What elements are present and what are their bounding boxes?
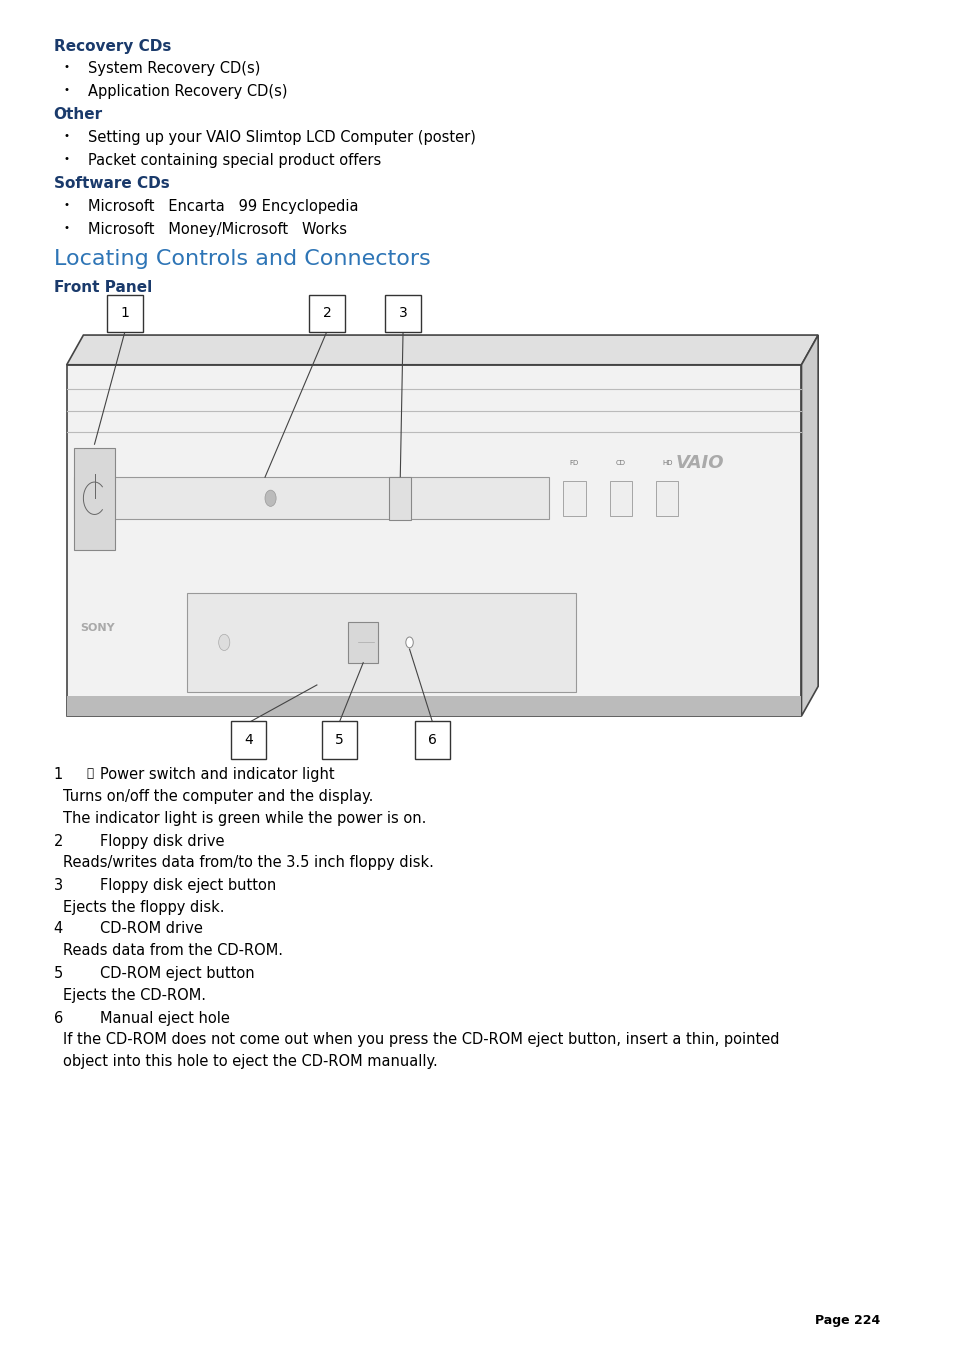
- Text: •: •: [64, 154, 70, 163]
- Polygon shape: [67, 365, 801, 716]
- Text: 3: 3: [398, 307, 407, 320]
- Bar: [656, 481, 678, 516]
- Text: •: •: [64, 85, 70, 95]
- Text: Ejects the floppy disk.: Ejects the floppy disk.: [63, 900, 224, 915]
- Text: Front Panel: Front Panel: [53, 280, 152, 295]
- Text: Microsoft   Encarta   99 Encyclopedia: Microsoft Encarta 99 Encyclopedia: [88, 199, 358, 213]
- Text: Locating Controls and Connectors: Locating Controls and Connectors: [53, 249, 430, 269]
- Text: •: •: [64, 62, 70, 72]
- Text: Recovery CDs: Recovery CDs: [53, 39, 171, 54]
- Text: 4: 4: [244, 734, 253, 747]
- Text: If the CD-ROM does not come out when you press the CD-ROM eject button, insert a: If the CD-ROM does not come out when you…: [63, 1032, 779, 1047]
- Bar: [67, 696, 801, 716]
- Text: 1: 1: [120, 307, 130, 320]
- Text: HD: HD: [661, 461, 672, 466]
- Text: Floppy disk drive: Floppy disk drive: [100, 834, 224, 848]
- Bar: [187, 593, 576, 692]
- Text: Power switch and indicator light: Power switch and indicator light: [100, 767, 335, 782]
- Text: 3: 3: [53, 878, 63, 893]
- Circle shape: [405, 638, 413, 648]
- Bar: [609, 481, 631, 516]
- FancyBboxPatch shape: [309, 295, 344, 332]
- Text: Microsoft   Money/Microsoft   Works: Microsoft Money/Microsoft Works: [88, 222, 347, 236]
- Text: object into this hole to eject the CD-ROM manually.: object into this hole to eject the CD-RO…: [63, 1054, 437, 1069]
- Text: Application Recovery CD(s): Application Recovery CD(s): [88, 84, 287, 99]
- Text: SONY: SONY: [80, 623, 115, 634]
- Circle shape: [265, 490, 275, 507]
- Text: Software CDs: Software CDs: [53, 176, 170, 190]
- Text: Other: Other: [53, 107, 103, 122]
- Text: 5: 5: [53, 966, 63, 981]
- Polygon shape: [67, 335, 818, 365]
- Text: ⏻: ⏻: [86, 767, 93, 781]
- Text: 6: 6: [53, 1011, 63, 1025]
- Text: CD: CD: [615, 461, 625, 466]
- Text: CD-ROM eject button: CD-ROM eject button: [100, 966, 254, 981]
- Text: Setting up your VAIO Slimtop LCD Computer (poster): Setting up your VAIO Slimtop LCD Compute…: [88, 130, 476, 145]
- Circle shape: [218, 635, 230, 651]
- Text: 2: 2: [53, 834, 63, 848]
- Text: •: •: [64, 223, 70, 232]
- Text: VAIO: VAIO: [675, 454, 723, 471]
- FancyBboxPatch shape: [385, 295, 420, 332]
- Text: •: •: [64, 200, 70, 209]
- Text: Ejects the CD-ROM.: Ejects the CD-ROM.: [63, 988, 206, 1002]
- Text: Floppy disk eject button: Floppy disk eject button: [100, 878, 276, 893]
- Text: 2: 2: [322, 307, 331, 320]
- Text: 6: 6: [428, 734, 436, 747]
- Text: Packet containing special product offers: Packet containing special product offers: [88, 153, 381, 168]
- Bar: [389, 477, 411, 520]
- Text: 5: 5: [335, 734, 343, 747]
- Text: 1: 1: [53, 767, 63, 782]
- Text: Manual eject hole: Manual eject hole: [100, 1011, 230, 1025]
- Text: The indicator light is green while the power is on.: The indicator light is green while the p…: [63, 811, 426, 825]
- Bar: [74, 477, 548, 519]
- Text: System Recovery CD(s): System Recovery CD(s): [88, 61, 260, 76]
- Text: CD-ROM drive: CD-ROM drive: [100, 921, 203, 936]
- Text: Page 224: Page 224: [815, 1313, 880, 1327]
- Bar: [563, 481, 585, 516]
- Polygon shape: [801, 335, 818, 716]
- FancyBboxPatch shape: [231, 721, 266, 759]
- Text: Reads/writes data from/to the 3.5 inch floppy disk.: Reads/writes data from/to the 3.5 inch f…: [63, 855, 434, 870]
- Text: FD: FD: [569, 461, 578, 466]
- Text: 4: 4: [53, 921, 63, 936]
- FancyBboxPatch shape: [415, 721, 450, 759]
- Text: Turns on/off the computer and the display.: Turns on/off the computer and the displa…: [63, 789, 373, 804]
- FancyBboxPatch shape: [321, 721, 356, 759]
- Text: Reads data from the CD-ROM.: Reads data from the CD-ROM.: [63, 943, 283, 958]
- FancyBboxPatch shape: [108, 295, 143, 332]
- Bar: [74, 449, 114, 550]
- Bar: [348, 621, 377, 663]
- Text: •: •: [64, 131, 70, 141]
